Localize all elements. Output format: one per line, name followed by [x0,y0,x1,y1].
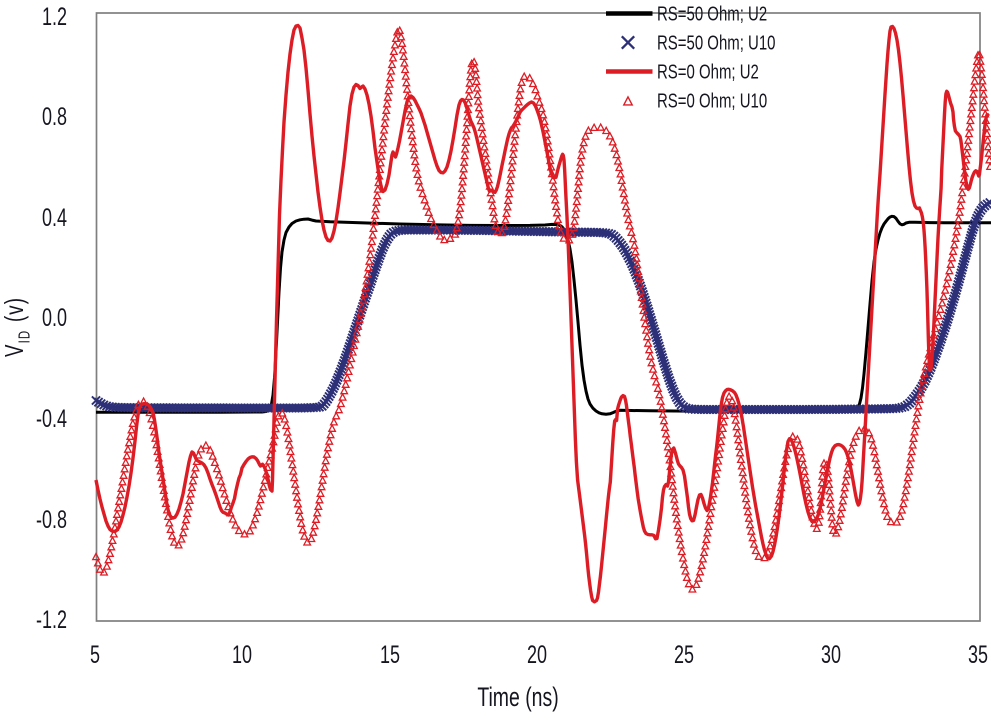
svg-text:-1.2: -1.2 [36,605,67,634]
svg-text:15: 15 [380,640,400,669]
svg-text:20: 20 [527,640,547,669]
svg-text:1.2: 1.2 [42,2,67,31]
svg-text:VID (v): VID (v) [0,297,33,357]
svg-text:RS=0 Ohm; U2: RS=0 Ohm; U2 [657,60,759,83]
svg-text:-0.4: -0.4 [36,404,67,433]
svg-text:RS=50 Ohm; U2: RS=50 Ohm; U2 [657,2,767,25]
svg-text:30: 30 [821,640,841,669]
svg-text:Time (ns): Time (ns) [477,682,558,712]
svg-text:25: 25 [674,640,694,669]
svg-text:0.8: 0.8 [42,102,67,131]
svg-text:RS=0 Ohm; U10: RS=0 Ohm; U10 [657,89,767,112]
svg-text:0.4: 0.4 [42,203,67,232]
svg-text:10: 10 [232,640,252,669]
svg-text:RS=50 Ohm; U10: RS=50 Ohm; U10 [657,31,775,54]
svg-text:5: 5 [90,640,100,669]
svg-text:0.0: 0.0 [42,303,67,332]
svg-text:-0.8: -0.8 [36,505,67,534]
svg-text:35: 35 [968,640,988,669]
